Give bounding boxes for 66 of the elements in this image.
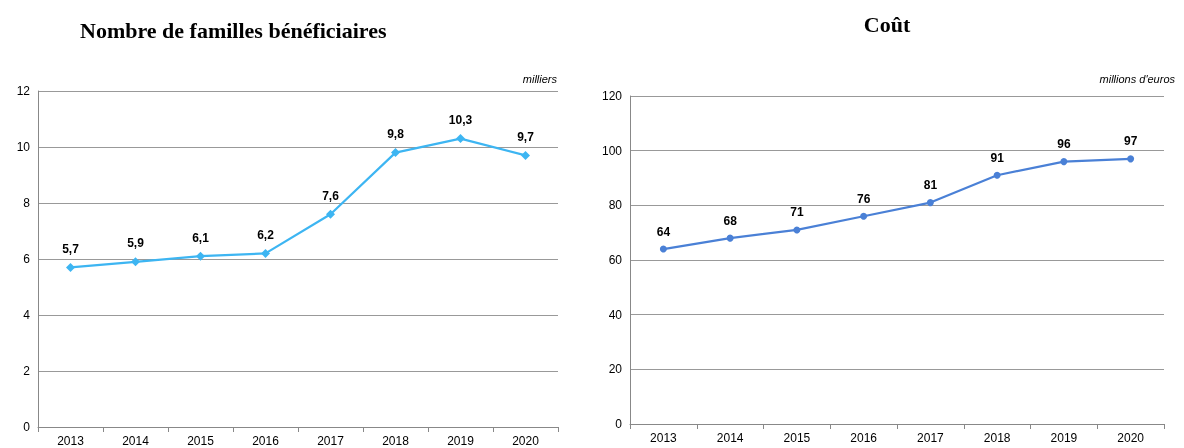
y-tick-label: 120 (601, 89, 623, 103)
x-tick-label: 2020 (512, 434, 540, 448)
x-tick-label: 2018 (983, 431, 1011, 445)
point (926, 199, 934, 207)
data-label: 76 (856, 191, 871, 206)
data-label: 64 (656, 224, 671, 239)
point (993, 171, 1001, 179)
y-tick-label: 40 (608, 307, 623, 322)
point (793, 226, 801, 234)
point (326, 209, 335, 219)
text: 10,3 (448, 113, 473, 128)
x-tick-label: 2019 (1050, 431, 1078, 445)
x-tick-label: 2018 (382, 434, 410, 448)
y-axis-title: millions d'euros (1099, 72, 1176, 85)
x-tick-label: 2015 (783, 431, 811, 445)
data-label: 96 (1057, 137, 1071, 152)
x-tick-label: 2014 (716, 431, 744, 445)
point (1127, 155, 1135, 163)
y-tick-label: 12 (16, 84, 31, 98)
data-label: 97 (1123, 134, 1138, 149)
point (521, 150, 530, 160)
point (1060, 158, 1068, 166)
text: 6,1 (192, 230, 209, 245)
y-tick-label: 20 (608, 362, 623, 377)
x-tick-label: 2013 (57, 434, 85, 448)
text: 9,8 (387, 127, 404, 142)
point (659, 245, 667, 253)
y-tick-label: 0 (615, 417, 623, 431)
y-axis-title: milliers (522, 72, 558, 85)
y-tick-label: 10 (16, 140, 31, 154)
x-tick-label: 2016 (850, 431, 878, 445)
chart-title: Nombre de familles bénéficiaires (80, 17, 387, 43)
point (261, 248, 270, 258)
data-label: 91 (990, 150, 1005, 165)
data-label: 71 (790, 205, 804, 220)
y-tick-label: 0 (23, 420, 31, 434)
x-tick-label: 2014 (122, 434, 150, 448)
text: 9,7 (517, 129, 534, 144)
x-tick-label: 2017 (317, 434, 345, 448)
point (726, 234, 734, 242)
y-tick-label: 80 (608, 198, 623, 213)
y-tick-label: 60 (608, 253, 623, 267)
chart-title: Coût (863, 11, 911, 37)
x-tick-label: 2017 (917, 431, 945, 445)
point (196, 251, 205, 261)
y-tick-label: 100 (601, 143, 623, 158)
point (456, 134, 465, 144)
point (391, 148, 400, 158)
text: 5,9 (127, 236, 144, 251)
y-tick-label: 8 (23, 196, 31, 210)
x-tick-label: 2019 (447, 434, 475, 448)
x-tick-label: 2016 (252, 434, 280, 448)
y-tick-label: 2 (23, 364, 31, 378)
text: 6,2 (257, 227, 274, 242)
text: 5,7 (62, 241, 79, 256)
point (66, 262, 75, 272)
data-label: 81 (923, 178, 938, 193)
text: 7,6 (322, 188, 339, 203)
data-label: 68 (723, 213, 738, 228)
x-tick-label: 2013 (650, 431, 678, 445)
point (860, 212, 868, 220)
x-tick-label: 2015 (187, 434, 215, 448)
point (131, 257, 140, 267)
x-tick-label: 2020 (1117, 431, 1145, 445)
y-tick-label: 6 (23, 252, 31, 266)
y-tick-label: 4 (23, 308, 31, 322)
